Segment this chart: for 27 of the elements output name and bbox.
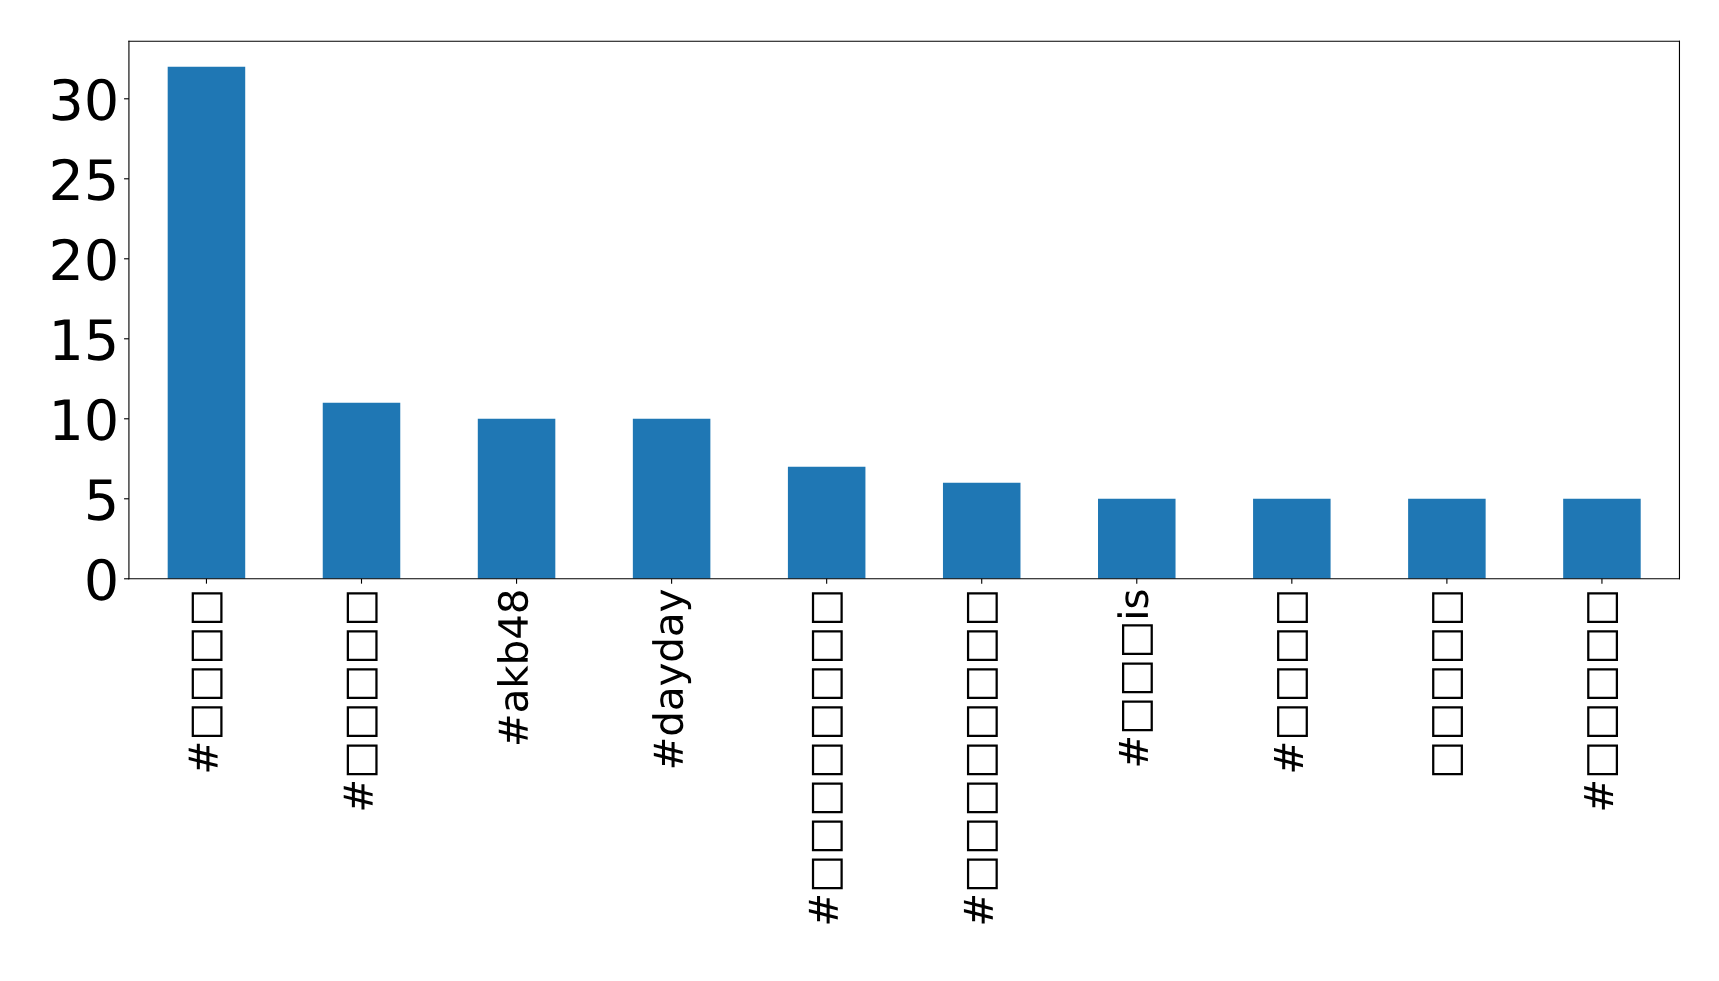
x-tick-label: #akb48 — [497, 591, 529, 744]
bar — [1408, 498, 1486, 579]
x-tick-label: #□□□□□□□□ — [808, 592, 843, 924]
bar — [167, 66, 246, 579]
y-tick-label: 5 — [88, 479, 115, 521]
bar — [1253, 498, 1331, 579]
y-tick-label: 25 — [52, 158, 115, 201]
y-tick-label: 10 — [54, 398, 116, 441]
x-tick-label: #□□□□ — [188, 592, 223, 772]
bar — [942, 482, 1021, 579]
x-tick-label: #□□□is — [1117, 590, 1153, 766]
bar — [1098, 498, 1176, 579]
x-tick-label: #□□□□□ — [343, 592, 378, 810]
y-tick-label: 0 — [87, 558, 116, 601]
y-tick-label: 20 — [52, 238, 116, 281]
bar — [322, 402, 401, 579]
x-tick-label: #□□□□□□□□ — [963, 592, 998, 924]
bar — [632, 418, 711, 579]
bar — [1563, 498, 1641, 579]
y-tick-label: 15 — [54, 319, 115, 361]
y-tick-label: 30 — [52, 78, 116, 121]
x-tick-label: #□□□□□ — [1584, 592, 1619, 810]
x-tick-label: #dayday — [652, 589, 692, 768]
x-tick-label: □□□□□ — [1432, 592, 1463, 776]
bar — [787, 466, 866, 579]
x-tick-label: #□□□□ — [1274, 592, 1308, 772]
bar — [477, 418, 556, 579]
